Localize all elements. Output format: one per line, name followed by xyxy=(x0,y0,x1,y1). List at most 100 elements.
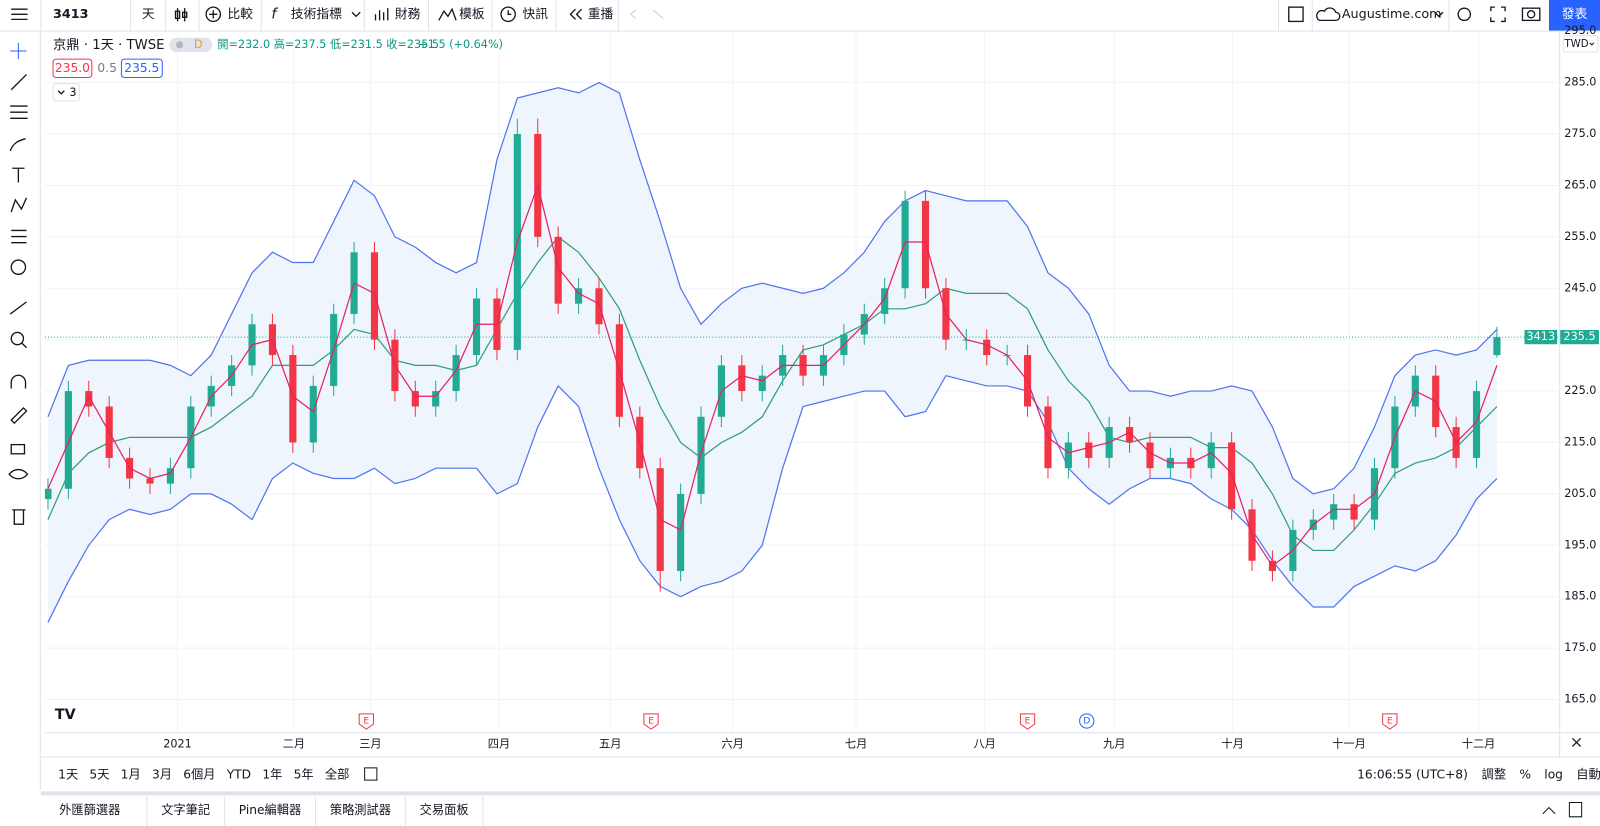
candle-body xyxy=(1472,391,1481,458)
interval[interactable]: 天 xyxy=(142,7,155,22)
collapse-button[interactable] xyxy=(52,83,81,102)
event-label[interactable]: D xyxy=(1083,715,1090,726)
y-tick-label: 295.0 xyxy=(1564,24,1596,37)
drawing-tools[interactable] xyxy=(8,42,29,525)
range-button[interactable]: 5天 xyxy=(89,768,109,782)
x-tick-label: 七月 xyxy=(845,737,867,750)
layout-icon[interactable] xyxy=(1288,6,1304,23)
ask[interactable]: 235.5 xyxy=(124,61,159,75)
indicators[interactable]: 技術指標 xyxy=(291,7,342,22)
panel-tab[interactable]: Pine編輯器 xyxy=(239,802,302,817)
replay-icon[interactable] xyxy=(569,8,583,20)
symbol-tag xyxy=(1524,329,1558,345)
candle-body xyxy=(1493,337,1501,356)
scale-option[interactable]: log xyxy=(1544,768,1563,782)
candle-body xyxy=(595,288,603,325)
panel-tab[interactable]: 文字筆記 xyxy=(161,802,210,817)
templates[interactable]: 模板 xyxy=(459,7,485,22)
candle-body xyxy=(554,236,562,304)
logo: TV xyxy=(55,707,76,723)
candle-body xyxy=(432,391,440,407)
dropdown[interactable] xyxy=(1434,11,1444,18)
candle-body xyxy=(146,478,154,484)
range-button[interactable]: 3月 xyxy=(152,768,172,782)
currency-box[interactable] xyxy=(1562,35,1599,53)
replay[interactable]: 重播 xyxy=(588,6,614,22)
candle-body xyxy=(1064,442,1072,469)
calendar-icon[interactable] xyxy=(364,767,378,781)
scale-option[interactable]: 調整 xyxy=(1482,767,1506,782)
candle-body xyxy=(921,200,930,289)
currency[interactable]: TWD xyxy=(1563,39,1588,50)
y-tick-label: 195.0 xyxy=(1564,538,1596,551)
event-marker[interactable] xyxy=(358,713,374,730)
range-button[interactable]: 1年 xyxy=(262,768,282,782)
templates-icon[interactable] xyxy=(438,7,457,21)
financials-icon[interactable] xyxy=(374,8,389,21)
collapsed-count[interactable]: 3 xyxy=(69,86,76,99)
settings-icon[interactable] xyxy=(1457,7,1472,22)
symbol[interactable]: 3413 xyxy=(53,7,89,22)
event-marker[interactable] xyxy=(1382,713,1398,730)
candle-body xyxy=(1330,504,1338,520)
cloud-icon[interactable] xyxy=(1316,7,1341,22)
ask-box[interactable] xyxy=(120,58,163,79)
account[interactable]: Augustime.com xyxy=(1342,7,1442,22)
candle-body xyxy=(881,288,889,314)
dropdown[interactable] xyxy=(351,11,361,18)
publish-button[interactable] xyxy=(1548,0,1600,31)
candle-body xyxy=(64,391,72,489)
range-button[interactable]: 6個月 xyxy=(183,768,215,782)
x-tick-label: 九月 xyxy=(1103,737,1125,750)
candle-body xyxy=(1126,427,1134,443)
range-button[interactable]: 1月 xyxy=(121,768,141,782)
ohlc: 開=232.0 高=237.5 低=231.5 收=235.5 xyxy=(217,37,439,51)
candle-body xyxy=(85,391,93,407)
status-pill xyxy=(169,37,213,53)
candle-body xyxy=(452,355,460,392)
publish[interactable]: 發表 xyxy=(1562,7,1588,22)
alerts[interactable]: 快訊 xyxy=(522,7,548,22)
panel-tab[interactable]: 交易面板 xyxy=(420,802,469,817)
event-marker[interactable] xyxy=(643,713,659,730)
menu-button[interactable] xyxy=(11,8,28,21)
y-tick-label: 165.0 xyxy=(1564,693,1596,706)
bid-box[interactable] xyxy=(52,58,93,79)
undo-redo[interactable] xyxy=(630,9,664,19)
y-tick-label: 265.0 xyxy=(1564,178,1596,191)
price-tag xyxy=(1560,329,1599,345)
range-button[interactable]: 1天 xyxy=(58,768,78,782)
scale-option[interactable]: 自動 xyxy=(1576,768,1600,782)
event-label[interactable]: E xyxy=(1387,715,1393,726)
range-button[interactable]: 全部 xyxy=(325,767,349,782)
y-tick-label: 175.0 xyxy=(1564,641,1596,654)
chart-style-icon[interactable] xyxy=(174,8,188,22)
scale-option[interactable]: % xyxy=(1519,768,1531,782)
panel-tab[interactable]: 策略測試器 xyxy=(330,802,391,817)
indicators-icon[interactable]: f xyxy=(271,6,278,22)
event-marker[interactable] xyxy=(1019,713,1036,730)
candle-body xyxy=(289,355,297,443)
range-button[interactable]: 5年 xyxy=(294,768,314,782)
event-label[interactable]: E xyxy=(1025,715,1031,726)
snapshot-icon[interactable] xyxy=(1521,7,1541,22)
x-tick-label: 八月 xyxy=(973,737,995,750)
band-fill xyxy=(47,82,1497,623)
y-tick-label: 205.0 xyxy=(1564,487,1596,500)
alerts-icon[interactable] xyxy=(500,6,516,23)
bid[interactable]: 235.0 xyxy=(55,61,90,75)
fullscreen-icon[interactable] xyxy=(1490,6,1506,23)
financials[interactable]: 財務 xyxy=(395,7,421,22)
axis-settings[interactable] xyxy=(1571,737,1582,747)
panel-tab[interactable]: 外匯篩選器 xyxy=(59,802,120,817)
panel-toggle[interactable] xyxy=(1542,802,1583,818)
compare[interactable]: 比較 xyxy=(228,7,254,22)
event-label[interactable]: E xyxy=(648,715,654,726)
candle-body xyxy=(1085,442,1093,458)
event-label[interactable]: E xyxy=(363,715,369,726)
x-tick-label: 2021 xyxy=(163,737,192,750)
compare-icon[interactable] xyxy=(205,6,222,23)
event-marker[interactable] xyxy=(1079,713,1095,729)
range-button[interactable]: YTD xyxy=(226,768,251,782)
